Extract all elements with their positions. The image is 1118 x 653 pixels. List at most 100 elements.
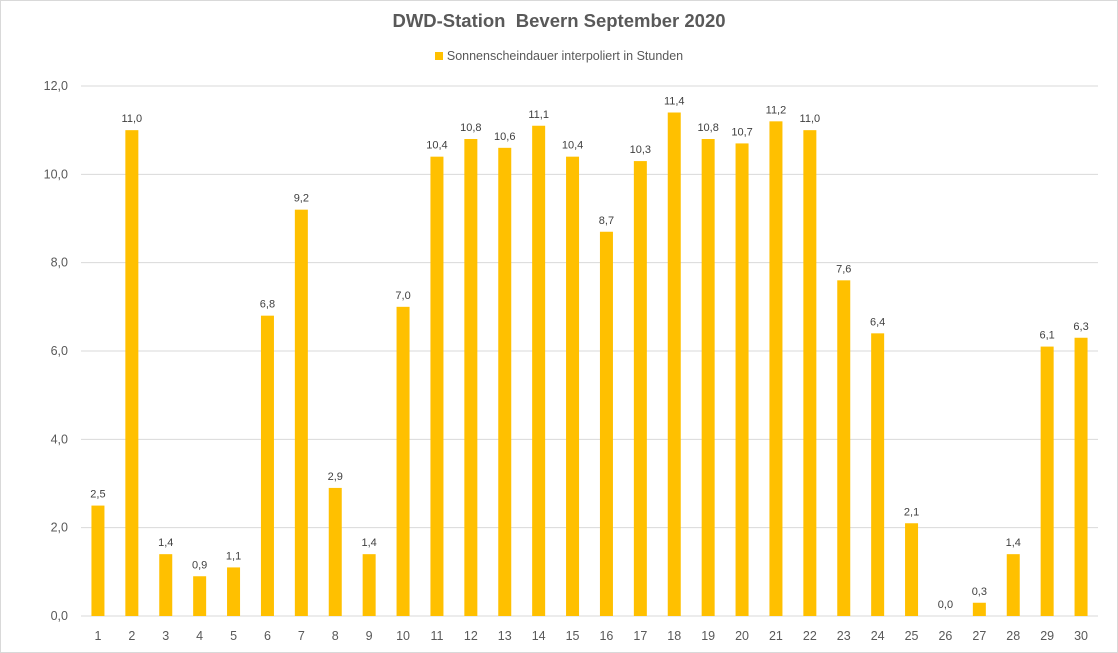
- x-tick-label: 2: [128, 629, 135, 643]
- data-label: 8,7: [599, 215, 614, 227]
- bar: [1006, 554, 1020, 616]
- bar: [667, 112, 681, 616]
- data-label: 1,1: [226, 550, 241, 562]
- data-label: 2,5: [90, 489, 105, 501]
- data-label: 1,4: [158, 537, 173, 549]
- data-label: 6,1: [1040, 330, 1055, 342]
- bar: [159, 554, 173, 616]
- data-label: 0,9: [192, 559, 207, 571]
- chart-title: DWD-Station Bevern September 2020: [392, 10, 726, 31]
- data-label: 0,3: [972, 586, 987, 598]
- data-label: 1,4: [1006, 537, 1021, 549]
- data-label: 11,4: [664, 96, 685, 108]
- bar: [1074, 337, 1088, 616]
- x-tick-label: 1: [94, 629, 101, 643]
- bar: [905, 523, 919, 616]
- data-label: 11,1: [528, 109, 549, 121]
- bar: [599, 231, 613, 616]
- x-tick-label: 22: [803, 629, 817, 643]
- bar: [803, 130, 817, 616]
- data-label: 10,7: [731, 126, 752, 138]
- bar: [294, 209, 308, 616]
- x-tick-label: 11: [430, 629, 443, 643]
- x-tick-label: 18: [667, 629, 681, 643]
- x-tick-label: 20: [735, 629, 749, 643]
- x-tick-label: 7: [298, 629, 305, 643]
- data-label: 0,0: [938, 599, 953, 611]
- y-tick-label: 8,0: [51, 256, 68, 270]
- data-label: 10,4: [426, 140, 447, 152]
- y-tick-label: 2,0: [51, 521, 68, 535]
- bar: [125, 130, 139, 616]
- x-tick-label: 29: [1040, 629, 1054, 643]
- data-label: 6,4: [870, 316, 885, 328]
- bar: [769, 121, 783, 616]
- y-tick-label: 4,0: [51, 432, 68, 446]
- x-tick-label: 30: [1074, 629, 1088, 643]
- bar: [633, 161, 647, 617]
- data-label: 7,6: [836, 263, 851, 275]
- legend-swatch: [434, 52, 443, 60]
- y-tick-label: 6,0: [51, 344, 68, 358]
- bar: [430, 156, 444, 616]
- data-label: 11,2: [766, 104, 787, 116]
- x-tick-label: 21: [769, 629, 783, 643]
- x-tick-label: 9: [366, 629, 373, 643]
- data-label: 2,1: [904, 506, 919, 518]
- y-tick-label: 12,0: [44, 79, 68, 93]
- bar: [871, 333, 885, 616]
- data-label: 10,8: [460, 122, 481, 134]
- x-tick-label: 16: [599, 629, 613, 643]
- bar: [735, 143, 749, 616]
- bar: [566, 156, 580, 616]
- bar: [837, 280, 851, 616]
- x-tick-label: 3: [162, 629, 169, 643]
- legend-label: Sonnenscheindauer interpoliert in Stunde…: [446, 49, 684, 63]
- bar: [498, 147, 512, 617]
- data-label: 6,3: [1073, 321, 1088, 333]
- bar: [701, 139, 715, 616]
- data-label: 7,0: [395, 290, 410, 302]
- data-label: 10,8: [697, 122, 718, 134]
- x-tick-label: 12: [464, 629, 478, 643]
- data-label: 6,8: [260, 299, 275, 311]
- data-label: 9,2: [294, 193, 309, 205]
- x-tick-label: 5: [230, 629, 237, 643]
- data-label: 10,4: [562, 140, 583, 152]
- bar: [193, 576, 207, 616]
- bar: [328, 487, 342, 616]
- y-tick-label: 0,0: [51, 609, 68, 623]
- bar: [362, 554, 376, 616]
- x-tick-label: 23: [837, 629, 851, 643]
- bar: [260, 315, 274, 616]
- legend: Sonnenscheindauer interpoliert in Stunde…: [0, 49, 1118, 63]
- x-tick-label: 14: [532, 629, 546, 643]
- bar: [396, 306, 410, 616]
- data-label: 11,0: [800, 113, 821, 125]
- y-tick-label: 10,0: [44, 167, 68, 181]
- x-tick-label: 13: [498, 629, 512, 643]
- data-label: 2,9: [328, 471, 343, 483]
- x-tick-label: 27: [972, 629, 986, 643]
- bar: [464, 139, 478, 616]
- bar: [227, 567, 241, 616]
- bar: [91, 505, 105, 616]
- x-tick-label: 19: [701, 629, 715, 643]
- x-tick-label: 26: [938, 629, 952, 643]
- bar: [1040, 346, 1054, 616]
- x-tick-label: 6: [264, 629, 271, 643]
- data-label: 1,4: [362, 537, 377, 549]
- x-tick-label: 4: [196, 629, 203, 643]
- x-tick-label: 8: [332, 629, 339, 643]
- x-tick-label: 28: [1006, 629, 1020, 643]
- x-tick-label: 24: [871, 629, 885, 643]
- bar: [532, 125, 546, 616]
- x-tick-label: 15: [566, 629, 580, 643]
- x-tick-label: 25: [905, 629, 919, 643]
- data-label: 10,3: [630, 144, 651, 156]
- data-label: 10,6: [494, 131, 515, 143]
- data-label: 11,0: [122, 113, 143, 125]
- x-tick-label: 10: [396, 629, 410, 643]
